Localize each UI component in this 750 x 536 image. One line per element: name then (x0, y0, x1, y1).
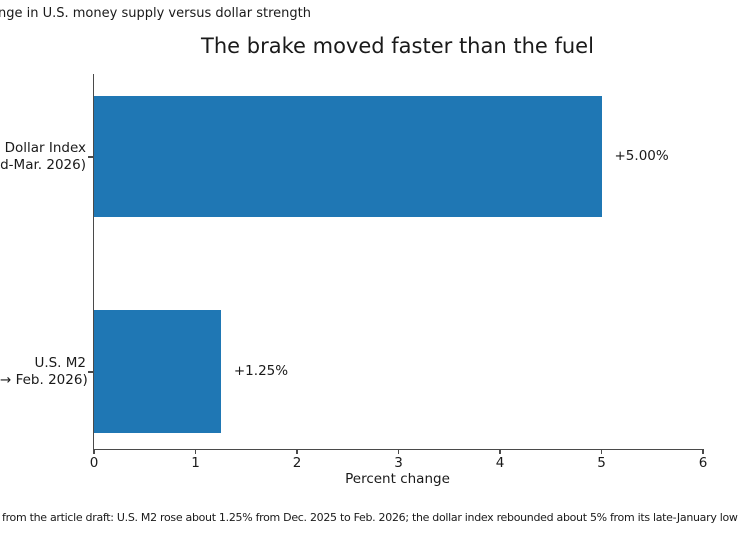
x-axis-tick (499, 449, 501, 454)
x-axis-tick (194, 449, 197, 454)
chart-title: The brake moved faster than the fuel (201, 34, 594, 58)
bar-value-label: +1.25% (233, 363, 289, 379)
x-axis-tick-label: 3 (394, 455, 403, 471)
y-axis-tick (88, 156, 93, 158)
x-axis-tick (397, 449, 400, 454)
x-axis-tick-label: 2 (292, 455, 302, 471)
figure-top-note: nge in U.S. money supply versus dollar s… (0, 6, 311, 21)
x-axis-tick (600, 449, 603, 454)
bar-value-label: +5.00% (614, 148, 669, 164)
y-category-label-us-m2: U.S. M2 → Feb. 2026) (0, 355, 88, 388)
bar-dollar-index (94, 96, 602, 217)
bar-us-m2 (94, 310, 221, 433)
y-category-line: d-Mar. 2026) (0, 156, 86, 173)
y-category-line: Dollar Index (4, 140, 86, 156)
x-axis-tick-label: 4 (495, 455, 505, 471)
x-axis-tick-label: 1 (191, 455, 200, 471)
x-axis-tick-label: 0 (89, 455, 99, 471)
x-axis-tick (93, 449, 95, 454)
x-axis-title: Percent change (345, 471, 450, 487)
x-axis-tick-label: 5 (597, 455, 606, 471)
figure-footer-note: from the article draft: U.S. M2 rose abo… (2, 511, 738, 524)
y-axis-tick (88, 371, 93, 373)
plot-area: +5.00% +1.25% 0 1 2 3 4 5 6 (88, 74, 707, 471)
x-axis-tick-label: 6 (698, 455, 708, 471)
y-category-label-dollar-index: Dollar Index d-Mar. 2026) (0, 140, 86, 173)
y-category-line: U.S. M2 (34, 355, 86, 371)
x-axis-tick (296, 449, 298, 454)
y-category-line: → Feb. 2026) (0, 371, 88, 388)
x-axis-tick (702, 449, 704, 454)
